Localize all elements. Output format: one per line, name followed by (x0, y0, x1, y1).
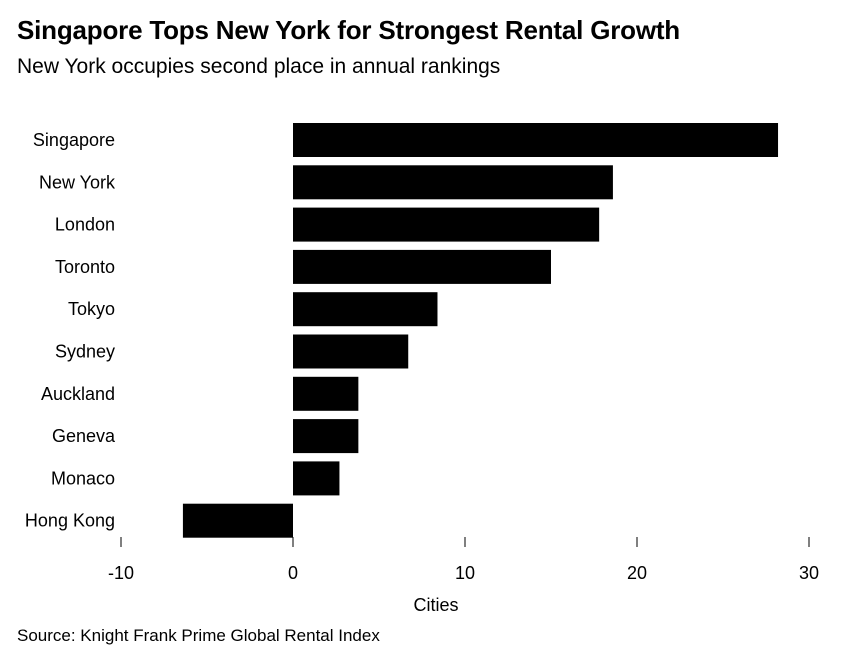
bar-chart: Singapore New York London Toronto Tokyo Sydne… (25, 123, 819, 615)
category-label-hong-kong: Hong Kong (25, 511, 115, 531)
bar-singapore (293, 123, 779, 157)
x-tick-label: 0 (288, 563, 298, 583)
bar-london (293, 207, 600, 242)
category-label-new-york: New York (39, 172, 116, 192)
category-label-singapore: Singapore (33, 130, 115, 150)
x-axis-ticks-group: -10 0 10 20 30 (108, 537, 819, 583)
bar-toronto (293, 249, 551, 284)
x-tick-label: 30 (799, 563, 819, 583)
bar-monaco (293, 461, 340, 496)
chart-title: Singapore Tops New York for Strongest Re… (17, 15, 680, 45)
x-tick-label: 20 (627, 563, 647, 583)
category-label-geneva: Geneva (52, 426, 116, 446)
category-label-auckland: Auckland (41, 384, 115, 404)
bars-group (182, 123, 779, 538)
category-labels-group: Singapore New York London Toronto Tokyo Sydne… (25, 130, 116, 531)
bar-auckland (293, 376, 359, 411)
category-label-london: London (55, 215, 115, 235)
chart-subtitle: New York occupies second place in annual… (17, 55, 501, 78)
category-label-sydney: Sydney (55, 342, 115, 362)
x-axis-label: Cities (413, 595, 458, 615)
category-label-monaco: Monaco (51, 468, 115, 488)
category-label-toronto: Toronto (55, 257, 115, 277)
bar-tokyo (293, 292, 438, 327)
category-label-tokyo: Tokyo (68, 299, 115, 319)
bar-hong-kong (182, 503, 293, 538)
bar-new-york (293, 165, 613, 200)
bar-sydney (293, 334, 409, 369)
x-tick-label: 10 (455, 563, 475, 583)
source-note: Source: Knight Frank Prime Global Rental… (17, 626, 380, 645)
bar-geneva (293, 419, 359, 454)
x-tick-label: -10 (108, 563, 134, 583)
